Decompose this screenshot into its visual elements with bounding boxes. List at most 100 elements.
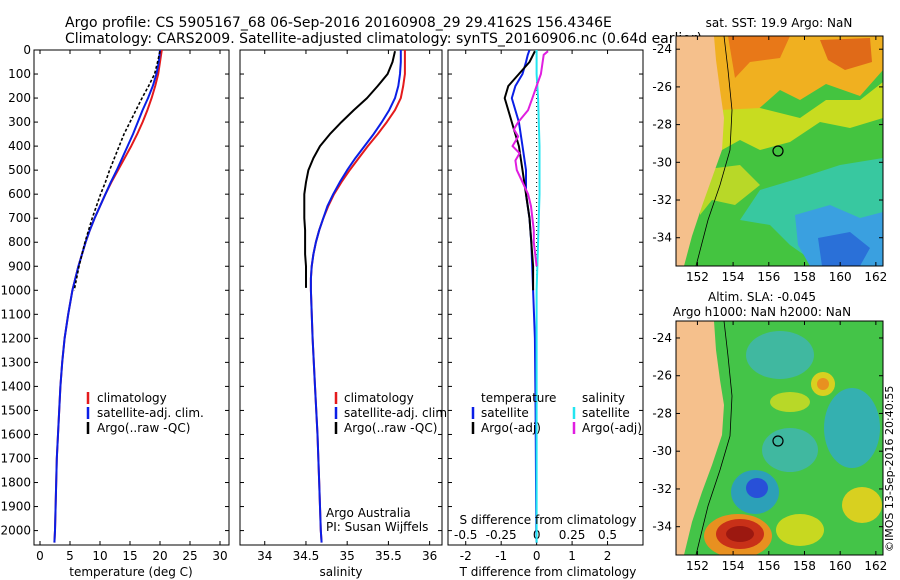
sst-map-lat-tick-label: -26	[652, 80, 672, 94]
legend-argo-raw-label: Argo(..raw -QC)	[97, 421, 190, 435]
depth-axis: 0 100 200 300 400 500 600 700 800 900 1000 1100 1200…	[0, 43, 229, 538]
sst-yellow-south	[700, 165, 760, 215]
temperature-x-tick-label: 5	[66, 549, 74, 563]
depth-tick-label: 600	[8, 187, 31, 201]
difference-t-tick-label: 2	[604, 549, 612, 563]
sla-map-lon-tick-label: 152	[686, 559, 709, 573]
sst-map-lon-tick-label: 156	[757, 270, 780, 284]
legend-climatology-label: climatology	[344, 391, 414, 405]
difference-s-tick-label: 0.25	[559, 528, 586, 542]
temperature-x-axis: 0 5 10 15 20 25 30	[36, 50, 228, 563]
depth-tick-label: 1600	[0, 427, 31, 441]
depth-tick-label: 100	[8, 67, 31, 81]
pi-label: PI: Susan Wijffels	[326, 520, 428, 534]
legend-temperature-header: temperature	[481, 391, 556, 405]
depth-tick-label: 1800	[0, 476, 31, 490]
sla-argo-marker	[772, 435, 784, 447]
t-difference-label: T difference from climatology	[459, 565, 637, 579]
temperature-lines	[53, 50, 163, 543]
sla-yellow-blob-3	[842, 487, 882, 523]
temperature-x-tick-label: 10	[92, 549, 107, 563]
s-difference-label: S difference from climatology	[460, 513, 637, 527]
sla-cyan-blob-2	[824, 388, 880, 468]
depth-tick-label: 900	[8, 259, 31, 273]
sla-map-lat-tick-label: -24	[652, 331, 672, 345]
salinity-lines	[303, 50, 406, 543]
difference-s-tick-label: -0.5	[454, 528, 477, 542]
depth-tick-label: 2000	[0, 524, 31, 538]
depth-tick-label: 1900	[0, 500, 31, 514]
sla-map-lat-tick-label: -30	[652, 444, 672, 458]
depth-tick-label: 1700	[0, 451, 31, 465]
temperature-x-tick-label: 20	[152, 549, 167, 563]
salinity-x-tick-label: 34	[257, 549, 272, 563]
salinity-x-tick-label: 36	[422, 549, 437, 563]
salinity-panel: 34 34.5 35 35.5 36 climatology satellite-adj…	[239, 49, 451, 579]
legend-satellite-adj-label: satellite-adj. clim.	[97, 406, 204, 420]
imos-credit: ©IMOS 13-Sep-2016 20:40:55	[883, 386, 896, 552]
sla-map-field	[676, 321, 883, 555]
sst-map-lon-tick-label: 152	[686, 270, 709, 284]
salinity-legend: climatology satellite-adj. clim. Argo(..…	[334, 391, 451, 435]
sst-argo-marker	[772, 145, 784, 157]
legend-temp-satellite-label: satellite	[481, 406, 529, 420]
temperature-x-tick-label: 15	[122, 549, 137, 563]
sst-map-lon-tick-label: 160	[829, 270, 852, 284]
sla-map-frame	[675, 320, 884, 556]
sla-yellow-blob-2	[770, 392, 810, 412]
temperature-plot-frame	[33, 49, 230, 546]
temperature-series-satellite-adj-clim-	[53, 50, 161, 543]
sla-map-lon-tick-label: 162	[864, 559, 887, 573]
depth-tick-label: 1100	[0, 307, 31, 321]
depth-tick-label: 1300	[0, 355, 31, 369]
difference-s-tick-label: -0.25	[486, 528, 517, 542]
temperature-panel: 0100200300400500600700800900100011001200…	[0, 43, 230, 579]
sst-shelf-contour	[695, 36, 733, 266]
depth-tick-label: 200	[8, 91, 31, 105]
sst-map-lat-tick-label: -34	[652, 231, 672, 245]
sst-map-lat-tick-label: -30	[652, 155, 672, 169]
depth-tick-label: 1400	[0, 379, 31, 393]
sla-map-lon-tick-label: 158	[793, 559, 816, 573]
salinity-series-satellite-adj-clim-	[309, 50, 402, 543]
difference-series-salinity-argo-adj-	[511, 50, 549, 267]
sla-red-eddy-dark	[726, 526, 754, 542]
temperature-x-label: temperature (deg C)	[69, 565, 192, 579]
difference-legend: temperature satellite Argo(-adj) salinit…	[471, 391, 642, 435]
salinity-x-tick-label: 35	[340, 549, 355, 563]
difference-t-tick-label: -1	[495, 549, 507, 563]
sst-hot-patches	[728, 36, 790, 78]
sst-map-field	[676, 36, 883, 266]
sst-map-lat-tick-label: -24	[652, 42, 672, 56]
salinity-series-argo-raw-qc-	[303, 50, 396, 288]
depth-tick-label: 1000	[0, 283, 31, 297]
sla-map-lat-tick-label: -28	[652, 406, 672, 420]
difference-s-tick-label: 0.5	[598, 528, 617, 542]
sla-map-lat-tick-label: -32	[652, 482, 672, 496]
sst-land	[676, 36, 724, 266]
sst-map-lat-tick-label: -32	[652, 193, 672, 207]
depth-tick-label: 1200	[0, 331, 31, 345]
legend-salinity-header: salinity	[582, 391, 625, 405]
difference-t-tick-label: 1	[568, 549, 576, 563]
temperature-x-tick-label: 25	[182, 549, 197, 563]
depth-tick-label: 400	[8, 139, 31, 153]
legend-argo-raw-label: Argo(..raw -QC)	[344, 421, 437, 435]
difference-t-tick-label: 0	[533, 549, 541, 563]
temperature-x-tick-label: 30	[212, 549, 227, 563]
sst-map-lat-tick-label: -28	[652, 118, 672, 132]
sla-map-lon-tick-label: 160	[829, 559, 852, 573]
depth-tick-label: 0	[23, 43, 31, 57]
sst-map-lon-tick-label: 158	[793, 270, 816, 284]
legend-climatology-label: climatology	[97, 391, 167, 405]
sla-map-title-line1: Altim. SLA: -0.045	[708, 290, 816, 304]
legend-sal-argo-label: Argo(-adj)	[582, 421, 642, 435]
sla-shelf-contour	[695, 321, 733, 555]
sst-map: sat. SST: 19.9 Argo: NaN 152 154 156 158 160…	[652, 16, 887, 284]
sla-orange-blob-1	[817, 378, 829, 390]
sla-map-title-line2: Argo h1000: NaN h2000: NaN	[673, 305, 851, 319]
sla-map-lat-tick-label: -34	[652, 520, 672, 534]
sla-blue-blob	[746, 478, 768, 498]
